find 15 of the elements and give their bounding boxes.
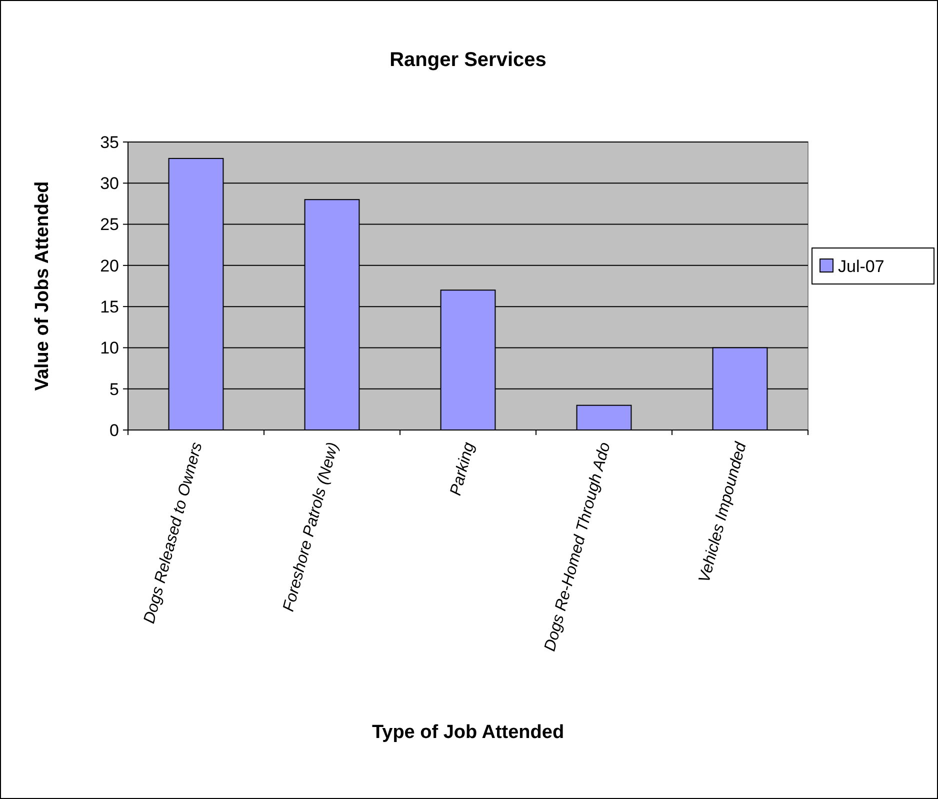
x-tick-label: Parking [447,440,478,498]
y-tick-label: 25 [100,215,119,234]
legend-label: Jul-07 [838,256,884,276]
x-axis-title: Type of Job Attended [372,722,564,743]
bar [576,404,632,430]
y-tick-label: 0 [110,420,119,440]
y-tick-label: 15 [100,298,119,317]
chart-title: Ranger Services [390,49,546,71]
x-tick-label: Dogs Released to Owners [141,440,206,626]
y-axis-title: Value of Jobs Attended [32,181,53,391]
y-tick-label: 20 [100,256,119,276]
y-tick-label: 10 [100,338,119,358]
y-tick-label: 5 [110,380,119,399]
y-tick-label: 35 [100,132,119,152]
y-tick-label: 30 [100,174,119,194]
